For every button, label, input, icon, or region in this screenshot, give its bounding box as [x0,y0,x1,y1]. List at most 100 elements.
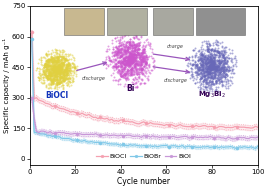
Point [28,157,33,160]
Point [29,157,34,160]
Point [28,157,32,160]
Point [28,157,32,160]
Point [29,157,33,160]
Point [28,157,32,160]
Point [29,157,34,160]
Point [28,157,32,160]
Point [29,157,34,160]
Point [29,157,34,160]
Point [28,157,32,160]
Point [29,157,34,160]
Point [29,157,34,160]
Point [28,157,32,160]
Point [29,157,34,160]
Point [29,157,34,160]
Point [28,157,32,160]
Point [28,157,33,160]
Point [28,157,32,160]
Point [29,157,33,160]
Point [29,157,34,160]
Point [29,157,34,160]
Point [28,157,33,160]
Point [28,157,32,160]
Point [29,157,34,160]
Point [28,157,32,160]
Point [28,157,32,160]
Point [28,157,33,160]
Point [29,157,34,160]
Point [28,157,33,160]
Point [29,157,34,160]
Point [29,157,34,160]
Point [28,157,32,160]
Point [28,157,32,160]
Point [28,157,33,160]
BiOI [165,136,168,138]
Point [28,157,33,160]
Point [28,157,32,160]
Text: BiOCl: BiOCl [45,91,69,100]
Point [28,157,32,160]
Point [29,157,33,160]
Point [29,157,34,160]
Point [28,157,32,160]
Point [29,157,34,160]
Point [29,157,34,160]
Point [29,157,34,160]
Point [28,157,32,160]
Point [29,157,33,160]
Point [28,157,33,160]
Point [28,157,32,160]
Point [29,157,34,160]
Point [28,157,32,160]
Point [28,157,33,160]
Point [29,157,34,160]
Point [28,157,32,160]
Point [28,157,32,160]
Point [28,157,32,160]
Point [29,157,34,160]
Point [28,157,32,160]
Point [29,157,33,160]
Point [28,157,33,160]
Point [28,157,32,160]
Point [28,157,32,160]
Point [29,157,34,160]
Point [29,157,34,160]
Point [28,157,32,160]
Point [29,157,34,160]
Point [28,157,32,160]
Point [28,157,32,160]
Point [28,157,33,160]
Point [29,157,33,160]
Point [28,157,32,160]
Point [28,157,33,160]
Point [29,157,34,160]
Point [28,157,33,160]
Point [28,157,33,160]
Point [28,157,33,160]
Point [28,157,32,160]
Point [29,157,34,160]
Point [28,157,32,160]
Point [28,157,33,160]
Point [29,157,34,160]
Point [28,157,32,160]
Point [28,157,33,160]
Point [28,157,32,160]
Point [28,157,32,160]
Point [29,157,34,160]
Point [28,157,33,160]
Point [29,157,34,160]
Point [28,157,33,160]
Point [29,157,34,160]
Point [29,157,34,160]
Point [29,157,34,160]
Point [29,157,34,160]
Point [29,157,34,160]
Point [29,157,34,160]
Point [28,157,32,160]
Point [29,157,34,160]
Point [28,157,32,160]
Point [28,157,33,160]
